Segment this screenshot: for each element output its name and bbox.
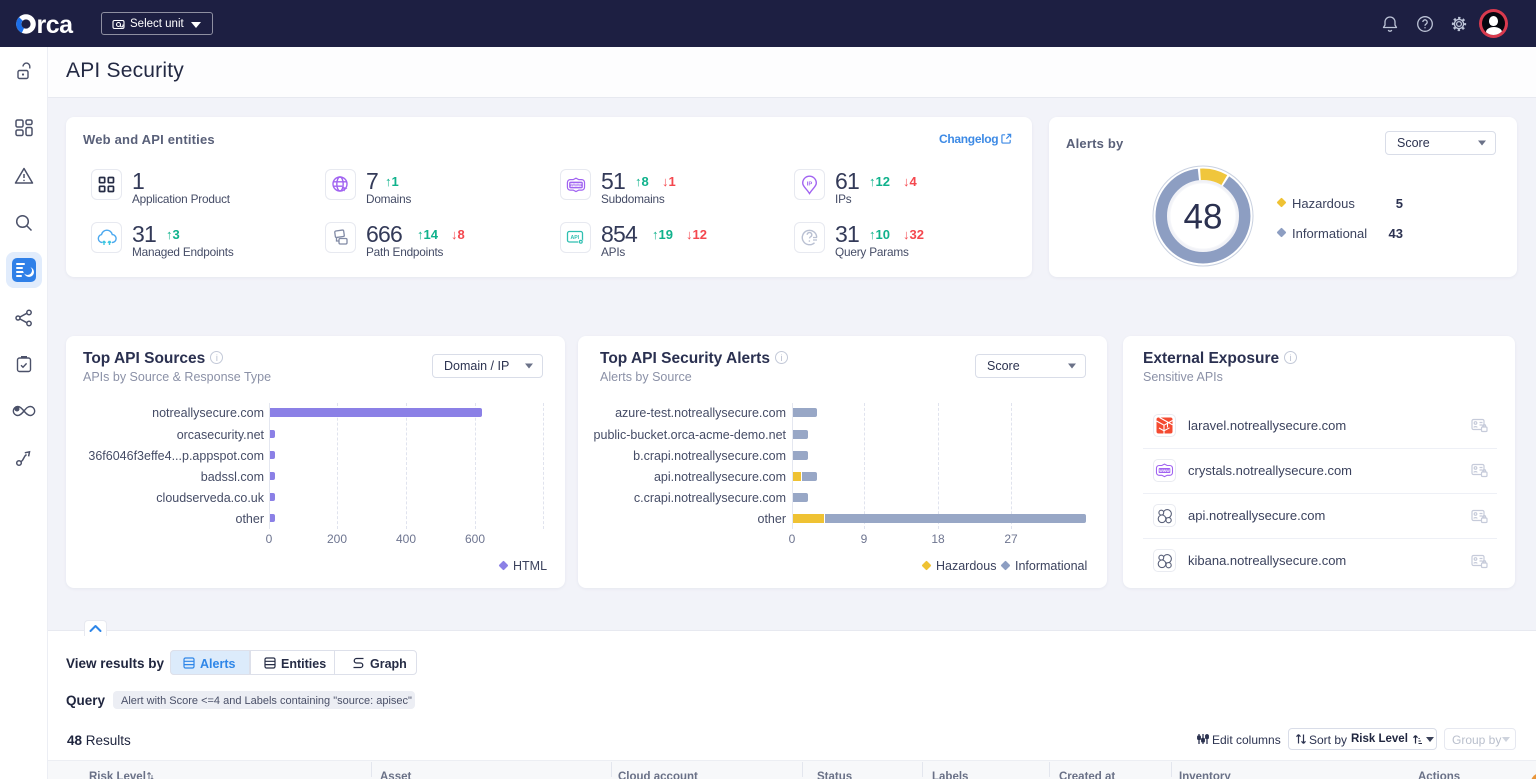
svg-text:48: 48 xyxy=(1184,198,1223,237)
svg-text:API: API xyxy=(570,235,579,241)
svg-text:WWW: WWW xyxy=(569,182,582,187)
svg-text:rca: rca xyxy=(37,11,75,37)
svg-text:IP: IP xyxy=(807,181,813,187)
svg-text:WWW: WWW xyxy=(1159,469,1170,473)
